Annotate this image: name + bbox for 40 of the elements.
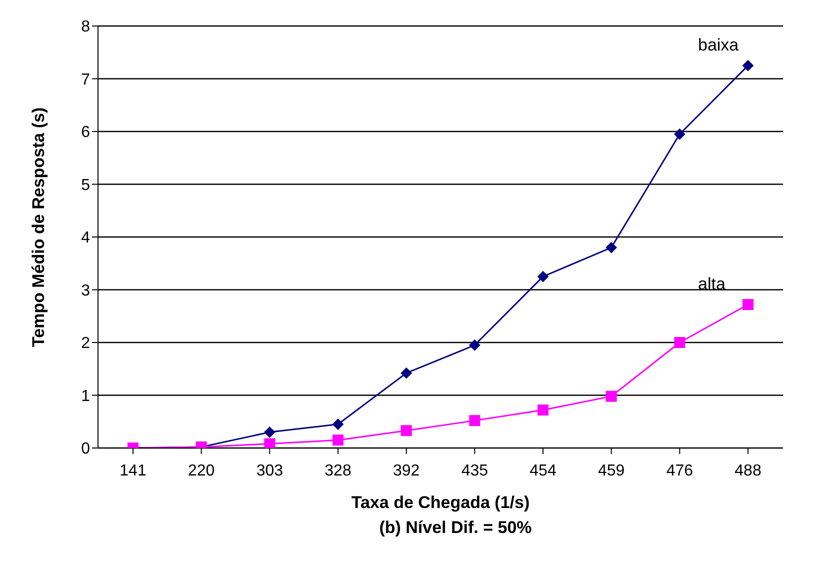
point [469, 415, 480, 426]
point [742, 60, 754, 72]
x-tick-label: 141 [120, 462, 146, 480]
x-tick-label: 220 [188, 462, 215, 480]
x-tick-label: 303 [256, 462, 284, 480]
y-tick-label: 1 [81, 388, 90, 405]
point [264, 438, 276, 448]
point [400, 368, 412, 379]
y-tick-label: 3 [81, 282, 90, 300]
x-tick-label: 488 [734, 462, 762, 480]
point [742, 299, 754, 310]
x-tick-label: 328 [324, 462, 352, 480]
y-tick-label: 4 [81, 230, 90, 247]
x-tick-label: 459 [598, 462, 625, 480]
y-tick-label: 8 [81, 18, 90, 36]
y-tick-label: 6 [81, 124, 90, 142]
x-tick-label: 392 [392, 462, 420, 480]
y-tick-label: 5 [81, 176, 90, 194]
y-axis-title: Tempo Médio de Resposta (s) [29, 107, 48, 347]
point [264, 426, 276, 438]
x-tick-label: 435 [461, 462, 488, 480]
y-tick-label: 0 [81, 440, 90, 458]
series-label: alta [698, 274, 726, 294]
text: (b) Nível Dif. = 50% [378, 518, 533, 538]
point [332, 418, 344, 430]
point [469, 340, 480, 351]
y-tick-label: 7 [81, 71, 90, 88]
x-axis-title: Taxa de Chegada (1/s) [351, 493, 530, 512]
point [674, 337, 686, 348]
point [606, 242, 617, 254]
point [674, 128, 686, 140]
series-label: baixa [698, 36, 740, 55]
point [332, 434, 344, 446]
point [538, 271, 548, 282]
point [538, 404, 548, 416]
x-tick-label: 476 [666, 462, 694, 480]
point [400, 425, 412, 436]
point [606, 390, 617, 402]
x-tick-label: 454 [530, 462, 556, 480]
y-tick-label: 2 [81, 335, 90, 352]
